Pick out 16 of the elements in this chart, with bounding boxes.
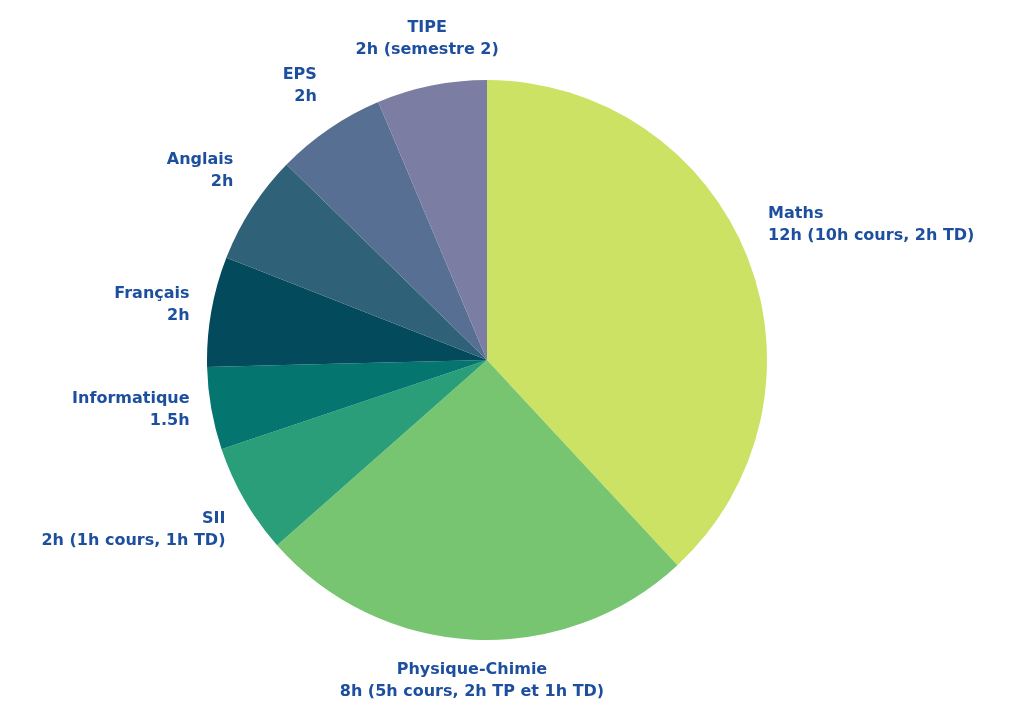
data-label: 2h (1h cours, 1h TD) xyxy=(41,530,226,550)
slice-label: Français xyxy=(114,282,190,302)
data-label: 2h (semestre 2) xyxy=(355,39,499,59)
data-label: 1.5h xyxy=(149,409,190,429)
slice-label: Maths xyxy=(768,202,824,222)
data-label: 2h xyxy=(167,304,190,324)
slice-label: TIPE xyxy=(407,17,447,37)
slice-label: Anglais xyxy=(166,149,234,169)
slice-label: EPS xyxy=(282,63,317,83)
slice-label: Informatique xyxy=(72,387,190,407)
data-label: 2h xyxy=(294,85,317,105)
slice-label: Physique-Chimie xyxy=(396,658,548,678)
slice-label: SII xyxy=(202,508,226,528)
data-label: 8h (5h cours, 2h TP et 1h TD) xyxy=(339,680,605,700)
data-label: 12h (10h cours, 2h TD) xyxy=(768,224,975,244)
data-label: 2h xyxy=(210,171,234,191)
